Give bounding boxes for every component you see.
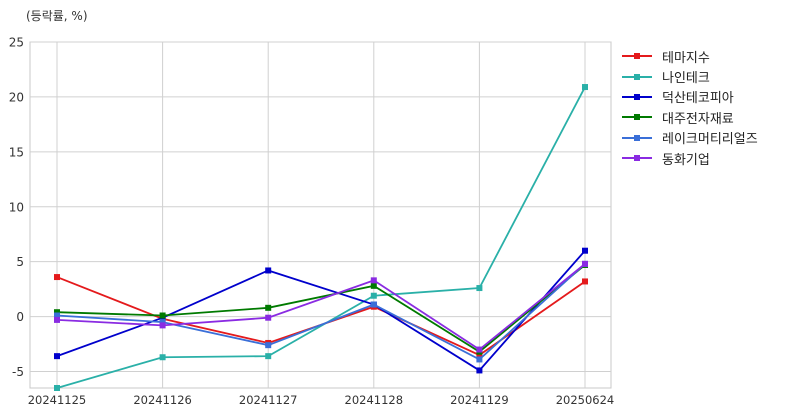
data-point xyxy=(54,312,60,319)
data-point xyxy=(265,304,272,311)
series-3 xyxy=(54,247,588,374)
series-line xyxy=(56,276,586,357)
legend-swatch xyxy=(622,112,652,122)
x-tick-label: 20241125 xyxy=(28,393,87,407)
legend-item: 대주전자재료 xyxy=(622,107,758,127)
y-tick-label: -5 xyxy=(12,365,24,379)
y-unit-label: (등락률, %) xyxy=(26,9,88,23)
plot-area-border xyxy=(29,41,612,389)
legend-item: 테마지수 xyxy=(622,46,758,66)
legend-label: 대주전자재료 xyxy=(662,111,734,127)
legend-swatch xyxy=(622,92,652,102)
data-point xyxy=(582,260,588,267)
legend-label: 덕산테코피아 xyxy=(662,91,734,107)
y-axis: -5 0 5 10 15 20 25 xyxy=(9,36,24,380)
x-axis: 20241125 20241126 20241127 20241128 20241129… xyxy=(28,393,615,407)
legend-label: 나인테크 xyxy=(662,71,710,87)
data-point xyxy=(265,342,272,349)
data-point xyxy=(582,84,588,91)
legend-item: 레이크머티리얼즈 xyxy=(622,128,758,148)
data-point xyxy=(582,278,588,285)
legend-label: 테마지수 xyxy=(662,50,710,66)
series-5 xyxy=(54,260,588,363)
series-line xyxy=(56,263,586,361)
series-line xyxy=(56,86,586,389)
series-line xyxy=(56,250,586,372)
y-tick-label: 0 xyxy=(16,310,24,324)
x-tick-label: 20250624 xyxy=(556,393,615,407)
data-point xyxy=(159,319,166,326)
y-tick-label: 15 xyxy=(9,145,24,159)
legend-swatch xyxy=(622,51,652,61)
data-point xyxy=(54,274,60,281)
x-tick-label: 20241129 xyxy=(450,393,509,407)
data-point xyxy=(476,367,483,374)
y-tick-label: 10 xyxy=(9,200,24,214)
series-2 xyxy=(54,84,588,391)
data-point xyxy=(265,267,272,274)
legend-label: 동화기업 xyxy=(662,152,710,168)
legend-label: 레이크머티리얼즈 xyxy=(662,132,758,148)
data-point xyxy=(582,247,588,254)
data-point xyxy=(476,285,483,292)
data-point xyxy=(159,354,166,361)
legend-item: 나인테크 xyxy=(622,66,758,86)
series-line xyxy=(56,264,586,353)
series-line xyxy=(56,263,586,351)
legend-swatch xyxy=(622,72,652,82)
data-point xyxy=(54,309,60,316)
data-point xyxy=(159,312,166,319)
data-point xyxy=(476,356,483,363)
x-tick-label: 20241128 xyxy=(345,393,404,407)
chart-grid xyxy=(29,41,612,389)
series-6 xyxy=(54,260,588,353)
data-point xyxy=(54,385,60,391)
legend-item: 덕산테코피아 xyxy=(622,87,758,107)
legend-swatch xyxy=(622,153,652,163)
legend-item: 동화기업 xyxy=(622,148,758,168)
data-point xyxy=(265,353,272,360)
data-point xyxy=(54,316,60,323)
data-point xyxy=(370,282,377,289)
data-point xyxy=(370,277,377,284)
x-tick-label: 20241127 xyxy=(239,393,298,407)
data-point xyxy=(476,346,483,353)
y-tick-label: 20 xyxy=(9,90,24,104)
data-point xyxy=(476,352,483,359)
chart-series xyxy=(54,84,588,391)
data-point xyxy=(265,314,272,321)
data-point xyxy=(159,322,166,329)
x-tick-label: 20241126 xyxy=(133,393,192,407)
data-point xyxy=(370,292,377,299)
legend-swatch xyxy=(622,133,652,143)
y-tick-label: 25 xyxy=(9,36,24,50)
y-tick-label: 5 xyxy=(16,255,24,269)
data-point xyxy=(54,353,60,360)
data-point xyxy=(370,301,377,308)
